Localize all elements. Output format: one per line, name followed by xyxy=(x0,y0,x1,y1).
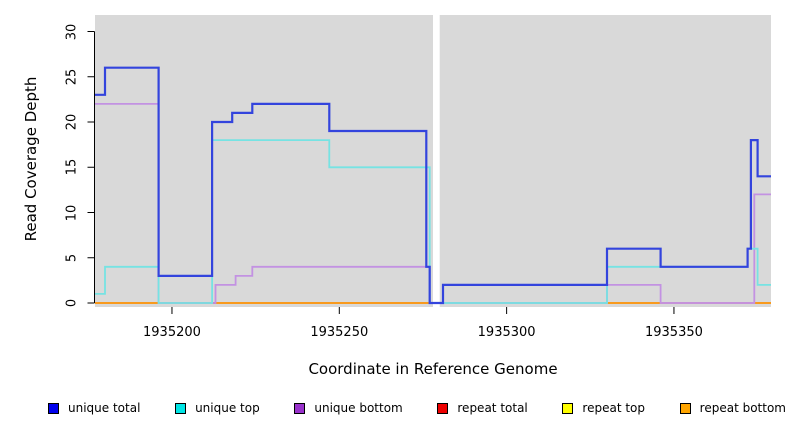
x-tick-label: 1935300 xyxy=(477,325,536,340)
legend-label: unique top xyxy=(195,401,260,415)
x-tick-label: 1935350 xyxy=(644,325,703,340)
legend-item: repeat total xyxy=(437,401,528,415)
legend-label: unique bottom xyxy=(314,401,403,415)
y-tick-label: 20 xyxy=(64,113,80,131)
y-tick-label: 0 xyxy=(64,298,80,308)
plot-canvas xyxy=(87,15,771,314)
x-tick-label: 1935200 xyxy=(143,325,201,340)
legend-item: unique bottom xyxy=(294,401,403,415)
unique-total-line xyxy=(95,66,771,305)
legend-swatch-icon xyxy=(437,402,449,414)
legend-label: repeat bottom xyxy=(699,401,786,415)
legend-item: unique total xyxy=(48,401,140,415)
y-tick-label: 25 xyxy=(64,68,80,86)
legend-swatch-icon xyxy=(175,402,187,414)
legend-label: repeat total xyxy=(457,401,528,415)
y-tick-label: 30 xyxy=(64,23,80,40)
legend-label: repeat top xyxy=(582,401,646,415)
y-tick-label: 10 xyxy=(64,204,80,221)
legend-item: repeat top xyxy=(562,401,645,415)
legend-item: unique top xyxy=(175,401,260,415)
legend-swatch-icon xyxy=(679,402,691,414)
legend-label: unique total xyxy=(68,401,141,415)
legend-item: repeat bottom xyxy=(679,401,786,415)
x-axis-title: Coordinate in Reference Genome xyxy=(308,360,558,378)
y-axis-title: Read Coverage Depth xyxy=(22,76,40,242)
x-tick-label: 1935250 xyxy=(310,325,369,340)
y-tick-label: 15 xyxy=(64,158,80,176)
legend: unique total unique top unique bottom repea… xyxy=(48,399,786,417)
legend-swatch-icon xyxy=(562,402,574,414)
legend-swatch-icon xyxy=(48,402,59,414)
y-tick-label: 5 xyxy=(64,253,80,262)
legend-swatch-icon xyxy=(294,402,306,414)
no-data-gap-band xyxy=(433,15,440,307)
